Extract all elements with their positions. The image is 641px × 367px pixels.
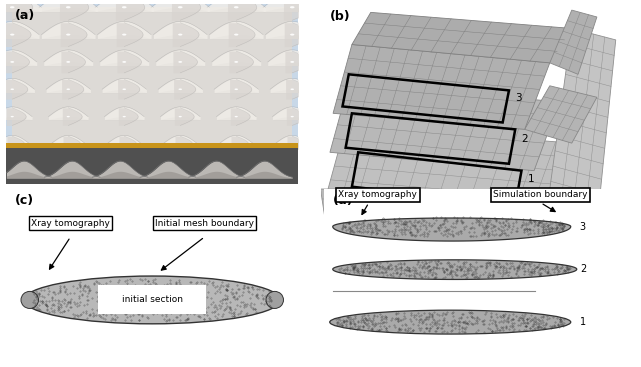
Ellipse shape bbox=[290, 61, 294, 63]
Ellipse shape bbox=[290, 34, 294, 36]
Text: 2: 2 bbox=[579, 264, 586, 274]
Ellipse shape bbox=[235, 143, 238, 145]
Bar bbox=[6, 148, 298, 184]
Ellipse shape bbox=[178, 61, 182, 63]
Ellipse shape bbox=[234, 34, 238, 36]
Text: (c): (c) bbox=[15, 194, 34, 207]
Ellipse shape bbox=[123, 143, 126, 145]
Ellipse shape bbox=[66, 34, 71, 36]
Ellipse shape bbox=[10, 34, 14, 36]
PathPatch shape bbox=[333, 218, 570, 241]
Ellipse shape bbox=[235, 88, 238, 90]
Polygon shape bbox=[330, 83, 559, 171]
Ellipse shape bbox=[179, 116, 182, 117]
Text: 1: 1 bbox=[528, 174, 535, 184]
Text: (a): (a) bbox=[15, 9, 35, 22]
Ellipse shape bbox=[10, 88, 14, 90]
Ellipse shape bbox=[24, 276, 281, 324]
Ellipse shape bbox=[290, 116, 294, 117]
Polygon shape bbox=[327, 125, 572, 212]
Text: 3: 3 bbox=[515, 94, 522, 103]
Ellipse shape bbox=[66, 6, 71, 8]
Ellipse shape bbox=[122, 116, 126, 117]
Polygon shape bbox=[524, 86, 597, 143]
Ellipse shape bbox=[291, 143, 294, 145]
Text: (d): (d) bbox=[333, 194, 353, 207]
Text: 2: 2 bbox=[522, 134, 528, 143]
Polygon shape bbox=[352, 12, 572, 63]
Ellipse shape bbox=[122, 34, 126, 36]
Ellipse shape bbox=[67, 116, 70, 117]
Ellipse shape bbox=[122, 61, 126, 63]
Ellipse shape bbox=[67, 88, 70, 90]
Text: Initial mesh boundary: Initial mesh boundary bbox=[155, 219, 254, 228]
Text: Simulation boundary: Simulation boundary bbox=[494, 190, 588, 200]
Text: initial section: initial section bbox=[122, 295, 183, 305]
Ellipse shape bbox=[178, 34, 183, 36]
Ellipse shape bbox=[21, 291, 38, 308]
Bar bbox=[6, 143, 298, 151]
Ellipse shape bbox=[234, 61, 238, 63]
Ellipse shape bbox=[178, 88, 182, 90]
Polygon shape bbox=[547, 29, 616, 226]
Polygon shape bbox=[333, 44, 550, 130]
Text: Xray tomography: Xray tomography bbox=[338, 190, 417, 200]
Ellipse shape bbox=[11, 116, 14, 117]
Text: (b): (b) bbox=[330, 10, 351, 23]
Ellipse shape bbox=[266, 291, 283, 308]
Ellipse shape bbox=[235, 116, 238, 117]
Text: 3: 3 bbox=[579, 222, 586, 232]
Ellipse shape bbox=[10, 6, 15, 8]
Polygon shape bbox=[320, 189, 377, 230]
Polygon shape bbox=[12, 7, 292, 144]
Ellipse shape bbox=[122, 6, 126, 8]
Text: Xray tomography: Xray tomography bbox=[31, 219, 110, 228]
Polygon shape bbox=[550, 10, 597, 74]
Text: 1: 1 bbox=[579, 317, 586, 327]
Ellipse shape bbox=[179, 143, 181, 145]
Ellipse shape bbox=[11, 143, 13, 145]
Ellipse shape bbox=[290, 88, 294, 90]
PathPatch shape bbox=[333, 260, 577, 279]
Ellipse shape bbox=[234, 6, 238, 8]
Ellipse shape bbox=[329, 310, 570, 334]
Ellipse shape bbox=[290, 6, 295, 8]
Ellipse shape bbox=[66, 61, 71, 63]
Ellipse shape bbox=[122, 88, 126, 90]
Ellipse shape bbox=[10, 61, 14, 63]
FancyBboxPatch shape bbox=[98, 286, 206, 315]
Ellipse shape bbox=[67, 143, 70, 145]
Ellipse shape bbox=[178, 6, 183, 8]
